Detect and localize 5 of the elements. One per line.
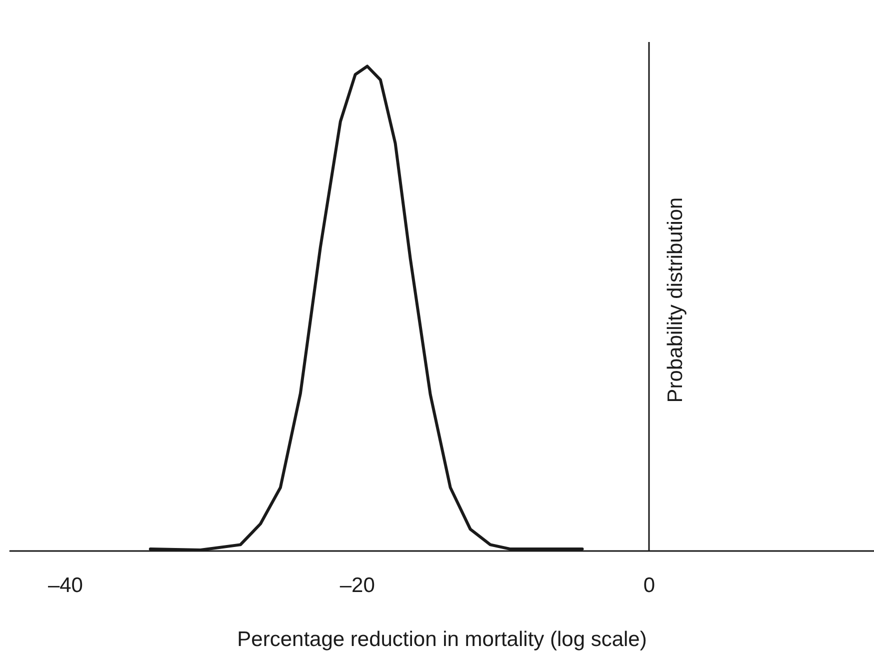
x-tick-label: –40 <box>48 574 83 597</box>
x-axis-title: Percentage reduction in mortality (log scale) <box>237 628 647 651</box>
x-tick-label: 0 <box>643 574 656 597</box>
y-axis-title: Probability distribution <box>664 197 688 403</box>
x-tick-label: –20 <box>340 574 375 597</box>
